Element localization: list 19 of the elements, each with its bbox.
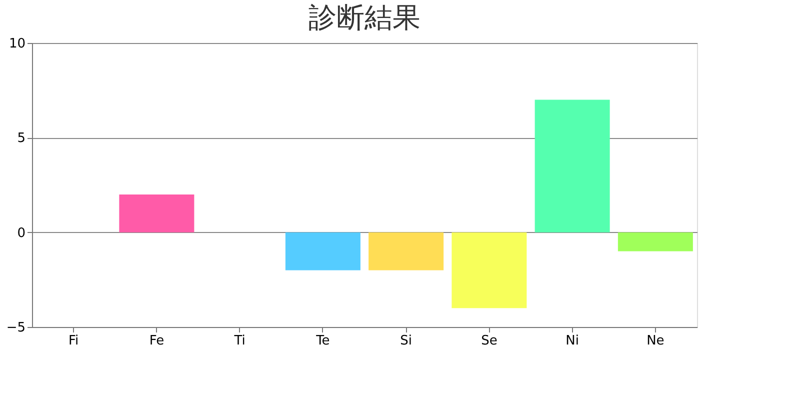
y-tick-label: 10 xyxy=(8,36,26,52)
bar xyxy=(368,232,444,270)
x-tick-label: Ne xyxy=(646,334,664,348)
bar xyxy=(618,232,693,252)
x-tick-label: Fi xyxy=(68,334,79,348)
bar xyxy=(452,232,527,308)
x-tick-label: Se xyxy=(481,334,498,348)
y-tick-label: 0 xyxy=(17,226,26,241)
bar xyxy=(534,100,610,232)
x-tick-label: Ti xyxy=(233,334,246,348)
bar xyxy=(285,232,360,270)
y-tick-label: 5 xyxy=(17,131,26,146)
x-tick-label: Fe xyxy=(149,334,164,348)
x-tick-label: Te xyxy=(315,334,330,348)
y-tick-label: −5 xyxy=(6,320,26,336)
x-tick-label: Si xyxy=(400,334,412,348)
chart-title: 診断結果 xyxy=(308,1,420,34)
bar xyxy=(119,194,194,232)
x-tick-label: Ni xyxy=(566,334,579,348)
